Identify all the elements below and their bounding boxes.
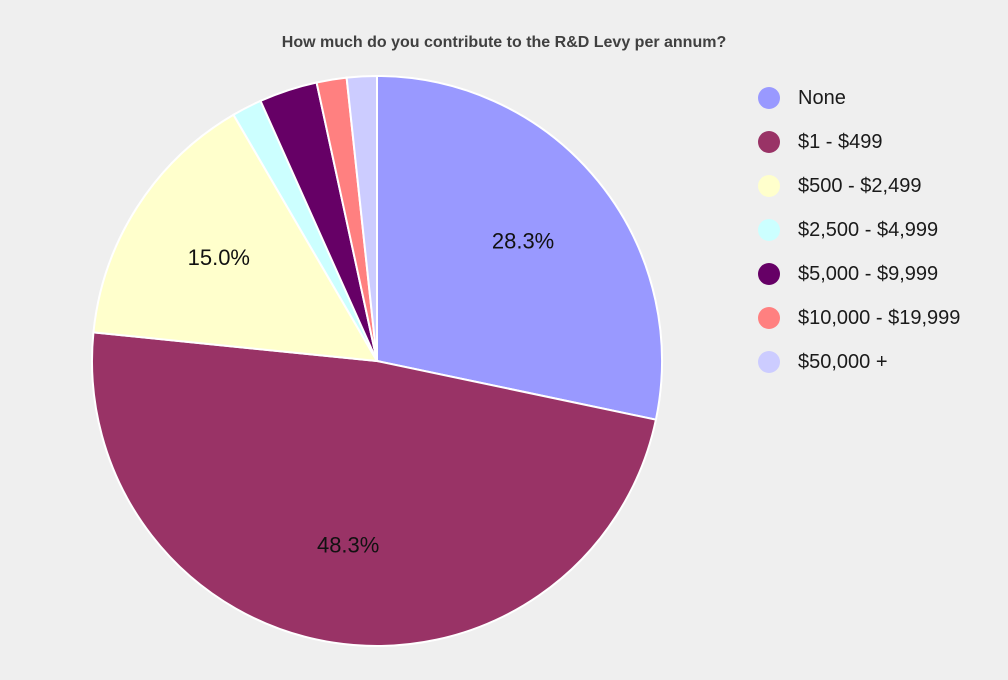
pie-slice-500-2-499 — [92, 113, 379, 363]
pie-slice-50-000 — [345, 74, 378, 362]
legend-swatch — [758, 87, 780, 109]
legend-item: None — [758, 76, 1003, 120]
pie-slice-1-499 — [91, 331, 658, 647]
legend-swatch — [758, 219, 780, 241]
legend-swatch — [758, 175, 780, 197]
legend-label: None — [798, 86, 846, 109]
legend-label: $1 - $499 — [798, 130, 883, 153]
data-label-none: 28.3% — [492, 228, 554, 253]
legend-item: $500 - $2,499 — [758, 164, 1003, 208]
legend-swatch — [758, 307, 780, 329]
data-label-500-2-499: 15.0% — [188, 245, 250, 270]
pie-slices — [91, 74, 663, 647]
legend-item: $50,000 + — [758, 340, 1003, 384]
legend-swatch — [758, 351, 780, 373]
legend-item: $5,000 - $9,999 — [758, 252, 1003, 296]
legend-label: $2,500 - $4,999 — [798, 218, 939, 241]
legend-label: $50,000 + — [798, 350, 888, 373]
data-label-1-499: 48.3% — [317, 533, 379, 558]
pie-chart: 28.3% 48.3% 15.0% — [91, 74, 663, 647]
legend-swatch — [758, 131, 780, 153]
legend-label: $10,000 - $19,999 — [798, 306, 961, 329]
legend-item: $1 - $499 — [758, 120, 1003, 164]
pie-slice-none — [376, 74, 663, 421]
chart-title: How much do you contribute to the R&D Le… — [281, 34, 727, 51]
legend-label: $5,000 - $9,999 — [798, 262, 939, 285]
legend-item: $10,000 - $19,999 — [758, 296, 1003, 340]
legend-swatch — [758, 263, 780, 285]
pie-data-labels: 28.3% 48.3% 15.0% — [188, 228, 555, 557]
legend: None $1 - $499 $500 - $2,499 $2,500 - $4,99… — [758, 76, 1003, 384]
legend-label: $500 - $2,499 — [798, 174, 922, 197]
legend-item: $2,500 - $4,999 — [758, 208, 1003, 252]
